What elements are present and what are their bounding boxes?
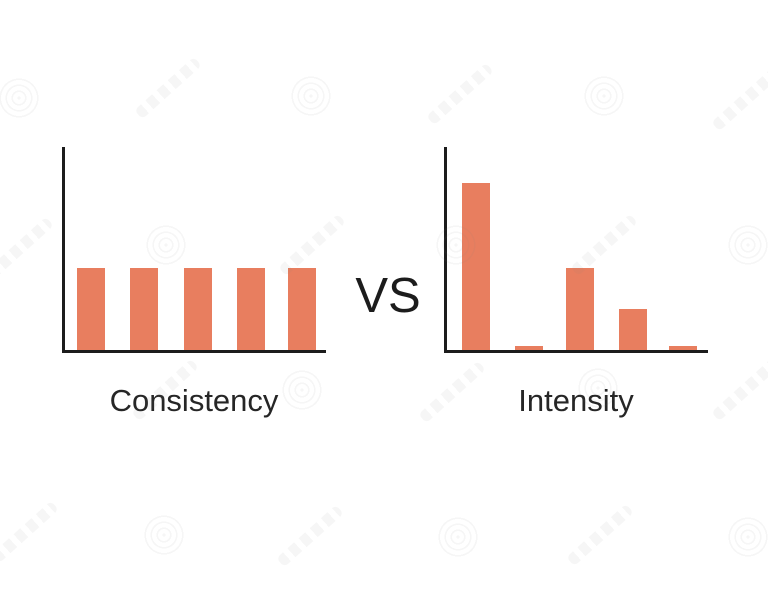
intensity-bar-4 [619,309,647,350]
consistency-bar-4 [237,268,265,350]
vs-label: VS [355,269,421,323]
consistency-bar-2 [130,268,158,350]
watermark-streak [711,68,768,132]
watermark-streak [566,503,634,567]
consistency-bar-1 [77,268,105,350]
intensity-bar-2 [515,346,543,350]
watermark-logo-icon [0,76,41,120]
consistency-x-axis [62,350,326,353]
watermark-logo-icon [726,515,768,559]
intensity-label: Intensity [518,383,634,418]
watermark-streak [0,216,54,280]
watermark-streak [711,358,768,422]
watermark-streak [0,500,59,564]
consistency-bar-5 [288,268,316,350]
watermark-logo-icon [289,74,333,118]
consistency-y-axis [62,147,65,353]
watermark-streak [276,504,344,568]
intensity-bar-5 [669,346,697,350]
watermark-logo-icon [142,513,186,557]
watermark-logo-icon [726,223,768,267]
consistency-bar-3 [184,268,212,350]
watermark-streak [134,56,202,120]
intensity-bar-3 [566,268,594,350]
intensity-bar-1 [462,183,490,350]
watermark-streak [426,62,494,126]
consistency-label: Consistency [109,383,279,418]
watermark-logo-icon [582,74,626,118]
consistency-chart: Consistency [62,147,326,427]
intensity-chart: Intensity [444,147,708,427]
watermark-logo-icon [436,515,480,559]
intensity-y-axis [444,147,447,353]
intensity-x-axis [444,350,708,353]
